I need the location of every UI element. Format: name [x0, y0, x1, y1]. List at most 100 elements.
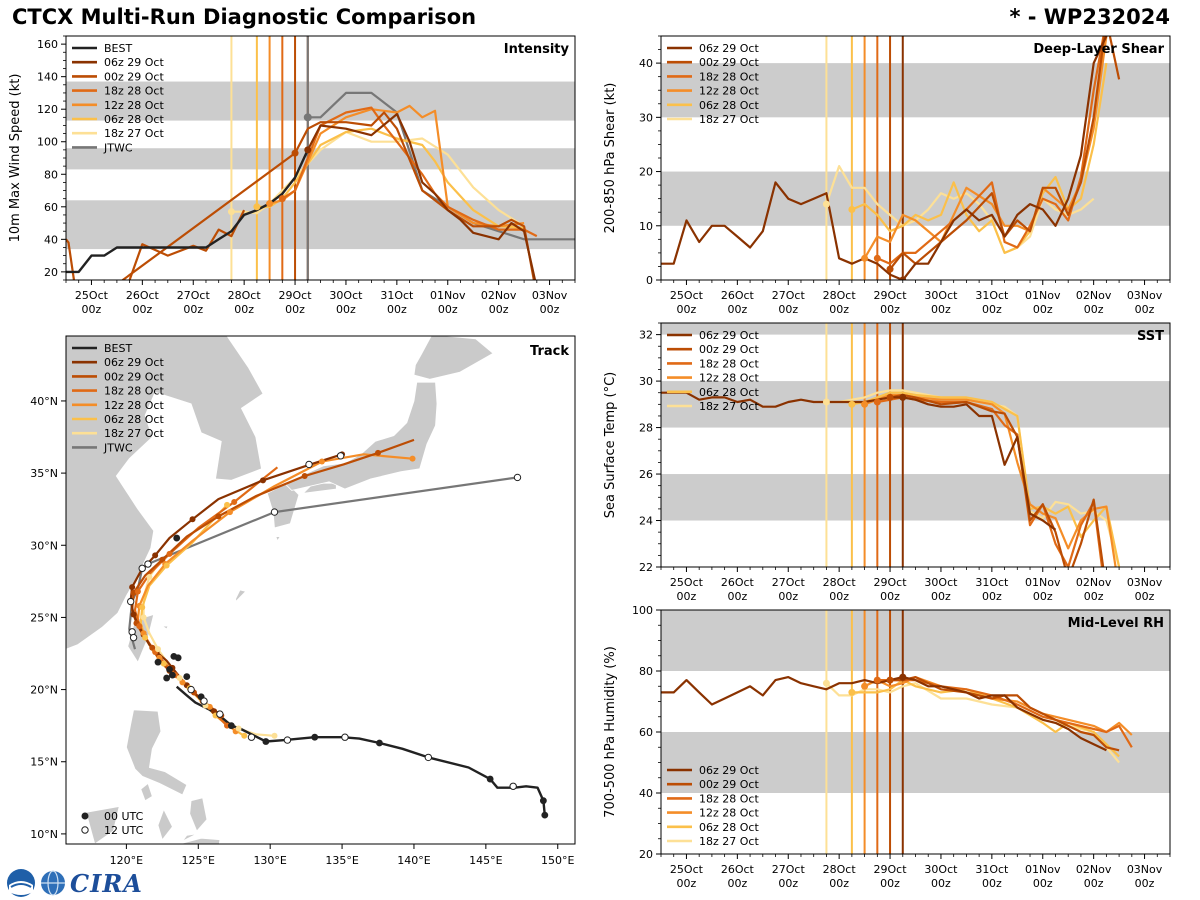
shear-xtick-hour: 00z [727, 303, 747, 316]
track-legend-label: BEST [104, 342, 132, 355]
sst-legend-label: 18z 28 Oct [699, 357, 759, 370]
track-00utc-point [170, 652, 178, 660]
intensity-init-point [278, 195, 286, 203]
sst-init-point [899, 393, 907, 401]
track-marker-legend-12 [81, 826, 89, 834]
track-marker-legend-00 [81, 812, 89, 820]
shear-series-line [851, 62, 1108, 254]
shear-xtick-day: 28Oct [823, 289, 857, 302]
track-landmass [179, 837, 221, 844]
sst-xtick-day: 31Oct [975, 576, 1009, 589]
intensity-xtick-hour: 00z [489, 303, 509, 316]
track-12utc-point [305, 460, 313, 469]
intensity-ytick-label: 140 [37, 71, 58, 84]
track-00utc-point [183, 673, 191, 680]
sst-xtick-day: 29Oct [874, 576, 908, 589]
shear-title: Deep-Layer Shear [1033, 42, 1164, 57]
shear-init-point [899, 276, 907, 280]
track-series-point [163, 562, 170, 569]
sst-init-point [873, 398, 881, 406]
shear-series-line [661, 36, 1108, 280]
track-00utc-point [227, 722, 235, 730]
shear-xtick-hour: 00z [677, 303, 697, 316]
track-series-point [409, 455, 416, 462]
track-marker-legend-label: 00 UTC [104, 810, 144, 823]
intensity-band [66, 200, 575, 250]
shear-xtick-day: 30Oct [924, 289, 958, 302]
intensity-legend-label: 00z 29 Oct [104, 70, 164, 83]
shear-band [661, 63, 1170, 118]
intensity-plot-area [66, 36, 575, 280]
track-ytick-label: 40°N [30, 395, 58, 408]
rh-xtick-hour: 00z [778, 877, 798, 890]
track-00utc-point [166, 665, 173, 673]
track-series-line [129, 453, 343, 713]
rh-series-line [661, 675, 1107, 752]
track-legend-label: 06z 29 Oct [104, 356, 164, 369]
track-landmass [275, 536, 281, 542]
intensity-ytick-label: 40 [44, 233, 58, 246]
intensity-xtick-hour: 00z [82, 303, 102, 316]
track-series-point [301, 472, 308, 479]
intensity-xtick-day: 01Nov [430, 289, 466, 302]
shear-series-line [863, 36, 1108, 259]
track-12utc-point [341, 733, 349, 741]
track-landmass [140, 782, 153, 802]
rh-init-point [848, 688, 856, 696]
shear-xtick-day: 27Oct [772, 289, 806, 302]
shear-legend-label: 06z 28 Oct [699, 99, 759, 112]
track-xtick-label: 145°E [469, 854, 502, 867]
rh-xtick-day: 27Oct [772, 863, 806, 876]
shear-init-point [886, 265, 894, 273]
intensity-xtick-day: 03Nov [532, 289, 568, 302]
intensity-ytick-label: 20 [44, 266, 58, 279]
track-title: Track [530, 344, 569, 359]
intensity-legend-label: 18z 27 Oct [104, 127, 164, 140]
rh-xtick-hour: 00z [982, 877, 1002, 890]
rh-xtick-hour: 00z [880, 877, 900, 890]
intensity-legend-label: JTWC [103, 141, 133, 154]
shear-xtick-day: 29Oct [874, 289, 908, 302]
intensity-band [66, 81, 575, 121]
intensity-ytick-label: 160 [37, 38, 58, 51]
track-ytick-label: 30°N [30, 539, 58, 552]
track-series-point [142, 634, 149, 641]
track-00utc-point [376, 739, 383, 747]
track-series-point [160, 660, 167, 667]
shear-ylabel: 200-850 hPa Shear (kt) [603, 83, 618, 234]
track-series-point [152, 552, 159, 559]
track-series-point [215, 513, 222, 520]
sst-ytick-label: 26 [639, 468, 653, 481]
rh-legend-label: 06z 29 Oct [699, 764, 759, 777]
intensity-init-point [227, 208, 235, 216]
sst-xtick-day: 25Oct [670, 576, 704, 589]
intensity-xtick-hour: 00z [234, 303, 254, 316]
rh-plot-area [661, 610, 1170, 854]
shear-xtick-hour: 00z [829, 303, 849, 316]
rh-ytick-label: 60 [639, 726, 653, 739]
track-series-point [224, 501, 231, 508]
shear-legend-label: 00z 29 Oct [699, 56, 759, 69]
rh-xtick-day: 03Nov [1127, 863, 1163, 876]
rh-xtick-hour: 00z [931, 877, 951, 890]
shear-series-line [889, 36, 1121, 270]
shear-xtick-hour: 00z [778, 303, 798, 316]
intensity-xtick-hour: 00z [387, 303, 407, 316]
rh-ytick-label: 20 [639, 848, 653, 861]
track-00utc-point [486, 775, 494, 783]
intensity-legend-label: 06z 28 Oct [104, 113, 164, 126]
rh-init-point [861, 682, 869, 690]
track-series-point [259, 477, 266, 484]
track-legend-label: 18z 28 Oct [104, 385, 164, 398]
rh-init-point [886, 676, 894, 684]
shear-xtick-hour: 00z [1033, 303, 1053, 316]
rh-init-point [899, 673, 907, 681]
shear-init-point [822, 200, 830, 208]
track-xtick-label: 120°E [110, 854, 143, 867]
intensity-legend-label: 12z 28 Oct [104, 99, 164, 112]
rh-xtick-day: 26Oct [721, 863, 755, 876]
rh-init-point [873, 676, 881, 684]
intensity-init-point [304, 146, 312, 154]
rh-legend-label: 06z 28 Oct [699, 821, 759, 834]
track-legend-label: JTWC [103, 441, 133, 454]
